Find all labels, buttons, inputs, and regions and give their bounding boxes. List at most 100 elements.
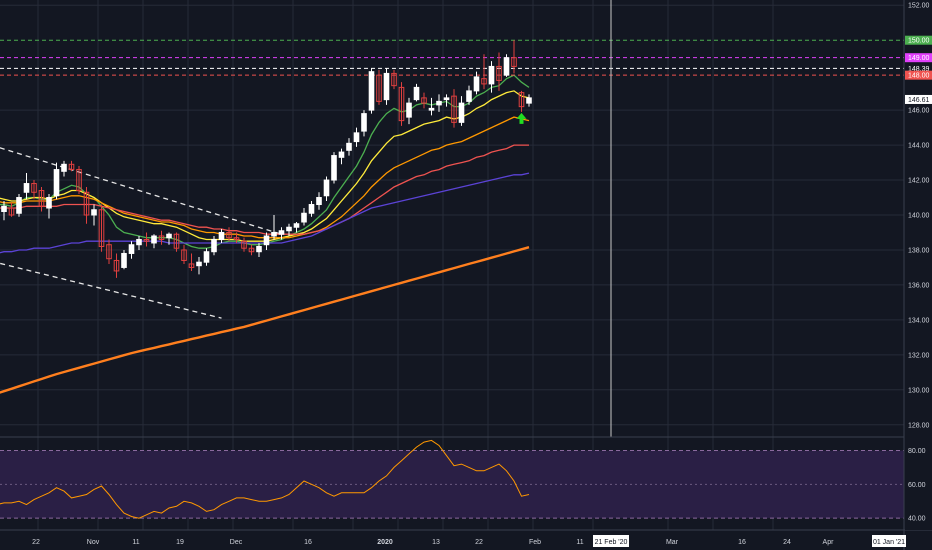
candle-body xyxy=(136,238,142,246)
candle-body xyxy=(473,76,480,92)
price-axis-background xyxy=(905,0,932,530)
last-price-label: 146.61 xyxy=(908,97,930,104)
candle-body xyxy=(443,97,450,101)
moving-averages xyxy=(0,74,530,394)
candle-body xyxy=(143,238,150,242)
level-label-box xyxy=(905,53,932,63)
time-axis[interactable]: 22 Nov 11 19 Dec 16 2020 13 22 Feb 11 Mar 16 24 Apr 21 … xyxy=(32,535,906,547)
time-tick-label: Dec xyxy=(230,539,243,546)
rsi-panel xyxy=(0,450,904,519)
candle-body xyxy=(413,86,420,101)
price-tick-label: 134.00 xyxy=(908,317,930,324)
time-tick-label: 16 xyxy=(738,539,746,546)
time-tick-label: Feb xyxy=(529,539,541,546)
series-line-ema_yellow xyxy=(0,90,530,242)
candle-body xyxy=(23,183,30,193)
candle-body xyxy=(106,244,112,260)
rsi-axis[interactable]: 40.00 60.00 80.00 xyxy=(908,448,926,523)
candlesticks xyxy=(1,40,532,278)
candle-body xyxy=(1,205,7,213)
candle-body xyxy=(458,102,465,123)
candle-body xyxy=(16,197,22,214)
level-label-box xyxy=(905,63,932,73)
level-label-box xyxy=(905,35,932,45)
candle-body xyxy=(98,209,105,247)
candle-body xyxy=(211,238,217,253)
horizontal-levels xyxy=(0,39,904,76)
candle-body xyxy=(301,212,307,223)
candle-body xyxy=(68,163,75,171)
candle-body xyxy=(271,231,277,237)
candle-body xyxy=(226,231,232,239)
candle-body xyxy=(241,240,247,249)
candle-body xyxy=(451,95,457,123)
price-tick-label: 142.00 xyxy=(908,178,930,185)
series-line-sma_long xyxy=(0,246,530,394)
candle-body xyxy=(338,151,345,158)
candle-body xyxy=(76,169,82,192)
level-label: 148.39 xyxy=(908,66,930,73)
rsi-tick-label: 80.00 xyxy=(908,448,926,455)
price-tick-label: 132.00 xyxy=(908,352,930,359)
price-tick-label: 144.00 xyxy=(908,143,930,150)
candle-body xyxy=(203,251,210,263)
price-axis[interactable]: 128.00 130.00 132.00 134.00 136.00 138.00 140.… xyxy=(905,0,932,530)
candle-body xyxy=(166,233,172,239)
rsi-line xyxy=(0,439,530,519)
rsi-line-group xyxy=(0,439,530,519)
signal-arrow-icon xyxy=(516,112,527,124)
candle-body xyxy=(38,190,45,207)
level-label: 148.00 xyxy=(908,73,930,80)
candle-body xyxy=(368,71,375,111)
range-end-box xyxy=(872,535,906,547)
candle-body xyxy=(263,235,270,246)
candle-body xyxy=(496,65,502,81)
candle-body xyxy=(286,226,292,232)
series-line-ema_red xyxy=(0,144,529,235)
candle-body xyxy=(308,204,315,214)
last-price-box xyxy=(905,94,932,104)
range-end-label: 01 Jan '21 xyxy=(873,539,905,546)
level-label-box xyxy=(905,70,932,80)
price-tick-label: 128.00 xyxy=(908,422,930,429)
crosshair-date-box xyxy=(593,535,629,547)
candle-body xyxy=(83,191,90,216)
trendlines xyxy=(0,147,282,319)
candle-body xyxy=(383,72,390,101)
candle-body xyxy=(173,233,180,249)
candle-body xyxy=(293,223,300,228)
price-tick-label: 152.00 xyxy=(908,3,930,10)
candle-body xyxy=(196,261,202,267)
rsi-tick-label: 60.00 xyxy=(908,482,926,489)
candle-body xyxy=(53,169,60,197)
candle-body xyxy=(121,252,127,268)
candle-body xyxy=(466,90,472,102)
candle-body xyxy=(406,102,412,118)
candle-body xyxy=(398,86,405,122)
price-tick-label: 140.00 xyxy=(908,213,930,220)
candle-body xyxy=(61,163,67,172)
candle-body xyxy=(481,78,487,85)
candle-body xyxy=(151,235,157,244)
time-tick-label: 22 xyxy=(32,539,40,546)
price-tick-label: 138.00 xyxy=(908,247,930,254)
candle-body xyxy=(188,263,195,268)
candle-body xyxy=(511,57,517,67)
candle-body xyxy=(181,249,187,261)
candle-body xyxy=(361,113,367,132)
candle-body xyxy=(91,209,97,216)
candle-body xyxy=(503,57,510,76)
candle-body xyxy=(158,235,165,240)
level-label: 150.00 xyxy=(908,38,930,45)
candle-body xyxy=(31,183,37,193)
price-tick-label: 130.00 xyxy=(908,387,930,394)
time-tick-label: 11 xyxy=(132,539,139,546)
candle-body xyxy=(346,142,352,151)
time-tick-label: 22 xyxy=(475,539,483,546)
candle-body xyxy=(518,92,525,108)
time-tick-label: 13 xyxy=(432,539,440,546)
candle-body xyxy=(256,245,262,253)
candle-body xyxy=(331,155,337,181)
candle-body xyxy=(353,132,360,143)
